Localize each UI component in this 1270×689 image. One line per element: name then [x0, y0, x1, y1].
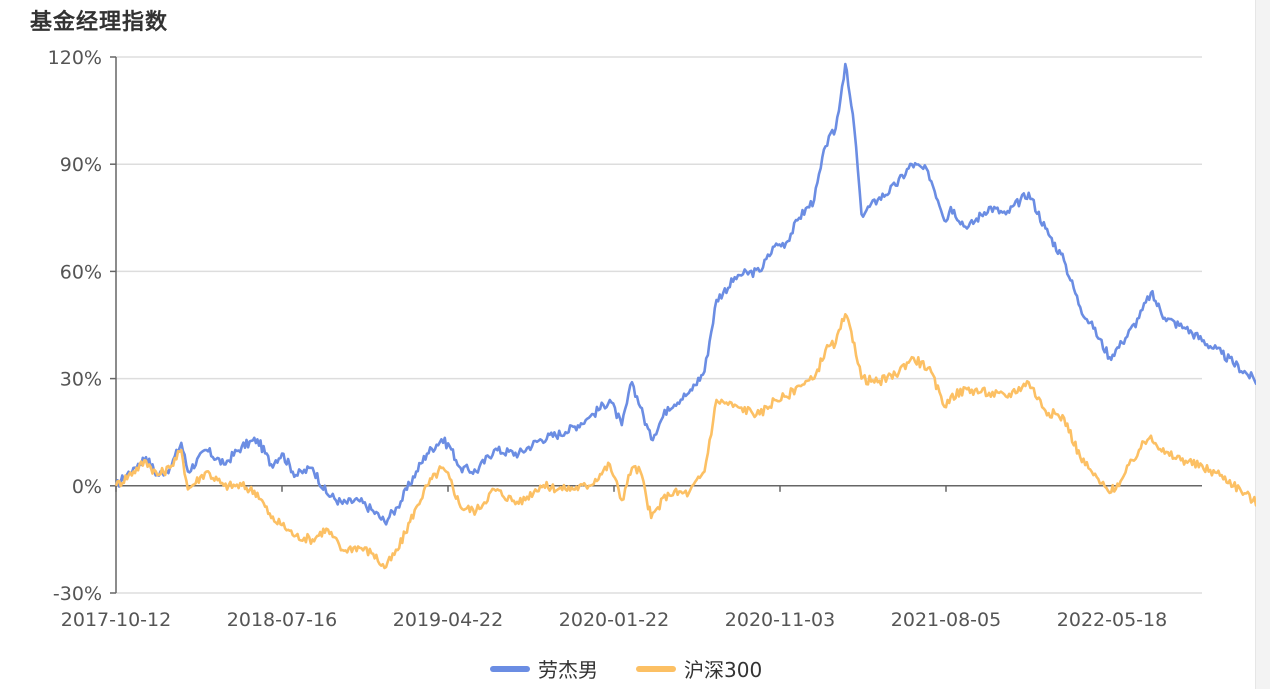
series-lines	[114, 62, 1256, 570]
legend-swatch-2[interactable]	[636, 666, 676, 672]
x-tick-label: 2020-11-03	[725, 609, 835, 631]
y-tick-label: -30%	[53, 583, 102, 605]
legend-label-2[interactable]: 沪深300	[684, 658, 762, 682]
legend-label-1[interactable]: 劳杰男	[538, 658, 598, 682]
page-scrollbar[interactable]	[1255, 0, 1270, 689]
grid-lines	[116, 56, 1202, 594]
axes: -30% 0% 30% 60% 90% 120% 2017-10-12 2018-07-16 2…	[48, 47, 1202, 631]
y-tick-label: 0%	[72, 476, 102, 498]
y-tick-label: 30%	[60, 369, 102, 391]
legend: 劳杰男 沪深300	[490, 658, 762, 682]
x-tick-label: 2017-10-12	[61, 609, 171, 631]
series-line-1[interactable]	[114, 62, 1256, 526]
y-tick-label: 90%	[60, 154, 102, 176]
series-line-2[interactable]	[114, 313, 1256, 570]
y-tick-label: 60%	[60, 261, 102, 283]
x-tick-label: 2018-07-16	[227, 609, 337, 631]
x-tick-label: 2019-04-22	[393, 609, 503, 631]
legend-swatch-1[interactable]	[490, 666, 530, 672]
x-tick-label: 2021-08-05	[891, 609, 1001, 631]
x-tick-label: 2022-05-18	[1057, 609, 1167, 631]
y-tick-label: 120%	[48, 47, 102, 69]
x-tick-label: 2020-01-22	[559, 609, 669, 631]
chart-title: 基金经理指数	[30, 10, 169, 35]
